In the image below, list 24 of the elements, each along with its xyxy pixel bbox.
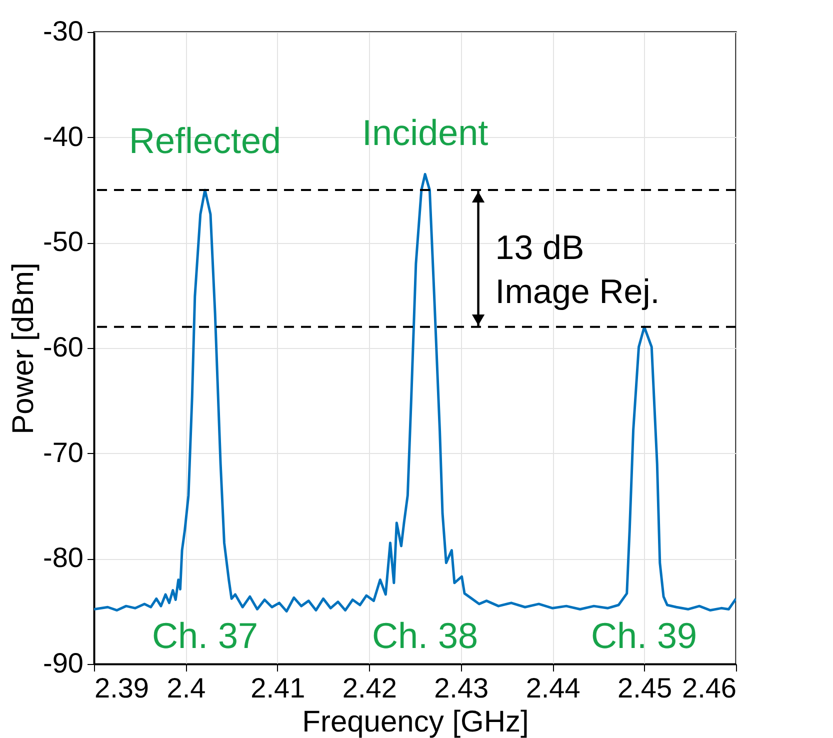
x-tick-label: 2.42 bbox=[342, 672, 397, 704]
x-tick-label: 2.46 bbox=[682, 672, 736, 704]
y-axis-title: Power [dBm] bbox=[7, 262, 40, 434]
y-tick-label: -50 bbox=[43, 226, 84, 258]
annotation: 13 dB Image Rej. bbox=[495, 229, 660, 311]
y-tick-label: -60 bbox=[43, 332, 84, 362]
x-tick-label: 2.39 bbox=[94, 672, 149, 704]
y-tick-label: -40 bbox=[43, 120, 84, 152]
x-tick-label: 2.43 bbox=[434, 672, 489, 704]
annotation: Incident bbox=[362, 112, 488, 154]
x-tick-label: 2.41 bbox=[250, 672, 306, 704]
y-tick-label: -70 bbox=[43, 436, 84, 468]
y-tick-label: -90 bbox=[43, 648, 84, 678]
x-tick-label: 2.4 bbox=[166, 672, 206, 704]
annotation: Ch. 37 bbox=[152, 615, 258, 656]
annotation: Reflected bbox=[128, 120, 282, 161]
x-tick-label: 2.44 bbox=[526, 672, 580, 704]
line-series bbox=[94, 172, 736, 613]
annotation: Ch. 38 bbox=[372, 615, 478, 656]
x-tick-label: 2.45 bbox=[618, 672, 672, 704]
x-axis-title: Frequency [GHz] bbox=[302, 706, 529, 738]
y-tick-label: -80 bbox=[43, 542, 84, 574]
annotation: Ch. 39 bbox=[590, 615, 698, 656]
y-tick-label: -30 bbox=[43, 16, 84, 46]
